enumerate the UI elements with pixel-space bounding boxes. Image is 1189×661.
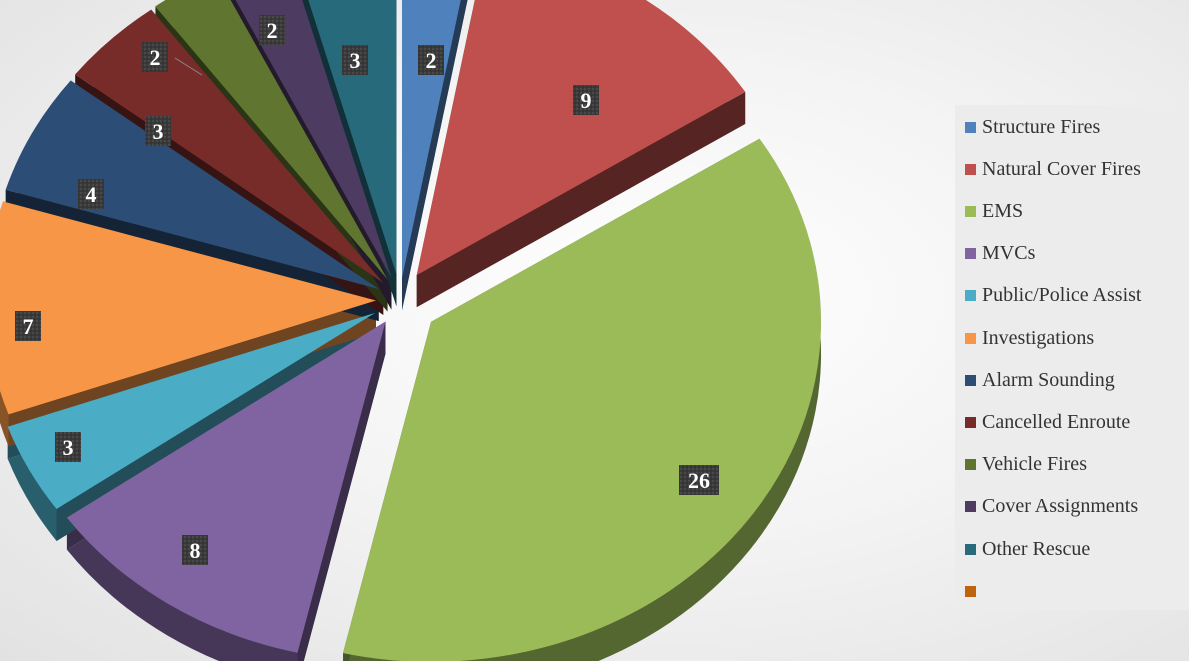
- pie-tops: [0, 0, 822, 661]
- legend-label: Other Rescue: [982, 537, 1091, 560]
- slice-cancelled-enroute: [75, 9, 384, 283]
- data-label-structure-fires: 2: [426, 48, 437, 73]
- legend-label: Natural Cover Fires: [982, 157, 1141, 180]
- data-label-alarm-sounding: 4: [86, 182, 97, 207]
- slice-natural-cover-fires: [416, 0, 746, 276]
- legend-item-vehicle-fires: Vehicle Fires: [965, 453, 1087, 477]
- data-label-public-police-assist: 3: [63, 435, 74, 460]
- data-label-box-vehicle-fires: [142, 42, 168, 72]
- legend-item-ems: EMS: [965, 199, 1023, 223]
- legend-swatch: [965, 332, 976, 344]
- data-label-mvcs: 8: [190, 538, 201, 563]
- legend-item-natural-cover-fires: Natural Cover Fires: [965, 157, 1141, 181]
- slice-mvcs: [66, 321, 386, 653]
- data-label-box-other-rescue: [342, 45, 368, 75]
- legend-item-other-rescue: Other Rescue: [965, 537, 1090, 561]
- slice-alarm-sounding: [5, 80, 379, 289]
- data-label-cover-assignments: 2: [267, 18, 278, 43]
- slice-wall-mvcs-0: [297, 321, 386, 661]
- data-label-box-investigations: [15, 311, 41, 341]
- data-label-other-rescue: 3: [350, 48, 361, 73]
- data-label-box-cancelled-enroute: [145, 116, 171, 146]
- data-labels: 2 9 26 8 3 7 4 3 2 2 3: [15, 15, 719, 565]
- legend-label: Investigations: [982, 326, 1095, 349]
- data-label-box-public-police-assist: [55, 432, 81, 462]
- legend-swatch: [965, 248, 976, 260]
- data-label-box-mvcs: [182, 535, 208, 565]
- slice-ems: [343, 138, 822, 661]
- data-label-ems: 26: [688, 468, 710, 493]
- legend-item-cancelled-enroute: Cancelled Enroute: [965, 410, 1130, 434]
- data-label-vehicle-fires: 2: [150, 45, 161, 70]
- legend-swatch: [965, 205, 976, 217]
- legend-swatch: [965, 121, 976, 133]
- legend-label: Cancelled Enroute: [982, 410, 1131, 433]
- legend-item-mvcs: MVCs: [965, 242, 1035, 266]
- legend-label: EMS: [982, 199, 1024, 222]
- slice-investigations: [0, 201, 377, 415]
- slice-vehicle-fires: [155, 0, 388, 280]
- legend-item-structure-fires: Structure Fires: [965, 115, 1100, 139]
- legend-item-blank-11: [965, 579, 982, 603]
- data-label-box-ems: [679, 465, 719, 495]
- slice-public-police-assist: [7, 312, 376, 509]
- legend-label: Cover Assignments: [982, 495, 1139, 518]
- legend-item-alarm-sounding: Alarm Sounding: [965, 368, 1115, 392]
- data-label-box-alarm-sounding: [78, 179, 104, 209]
- legend-swatch: [965, 501, 976, 513]
- legend-swatch: [965, 374, 976, 386]
- legend-swatch: [965, 290, 976, 302]
- data-label-investigations: 7: [23, 314, 34, 339]
- leader-line: [174, 57, 203, 76]
- slice-structure-fires: [402, 0, 461, 279]
- pie-chart: 2 9 26 8 3 7 4 3 2 2 3: [0, 0, 822, 661]
- legend-item-cover-assignments: Cover Assignments: [965, 495, 1138, 519]
- legend-label: Alarm Sounding: [982, 368, 1115, 391]
- slice-wall-natural-cover-fires-1: [416, 91, 746, 308]
- data-label-cancelled-enroute: 3: [153, 119, 164, 144]
- slice-cover-assignments: [235, 0, 392, 278]
- data-label-natural-cover-fires: 9: [581, 88, 592, 113]
- legend-swatch: [965, 543, 976, 555]
- legend-swatch: [965, 459, 976, 471]
- legend-item-public-police-assist: Public/Police Assist: [965, 284, 1141, 308]
- legend-label: MVCs: [982, 242, 1036, 265]
- legend-swatch: [965, 585, 976, 597]
- slice-other-rescue: [308, 0, 397, 275]
- legend-label: Public/Police Assist: [982, 284, 1142, 307]
- data-label-box-structure-fires: [418, 45, 444, 75]
- legend-swatch: [965, 416, 976, 428]
- legend-label: Vehicle Fires: [982, 453, 1087, 476]
- legend-item-investigations: Investigations: [965, 326, 1094, 350]
- data-label-box-natural-cover-fires: [573, 85, 599, 115]
- legend: Structure Fires Natural Cover Fires EMS MVC…: [955, 105, 1189, 610]
- legend-swatch: [965, 163, 976, 175]
- data-label-box-cover-assignments: [259, 15, 285, 45]
- legend-label: Structure Fires: [982, 115, 1101, 138]
